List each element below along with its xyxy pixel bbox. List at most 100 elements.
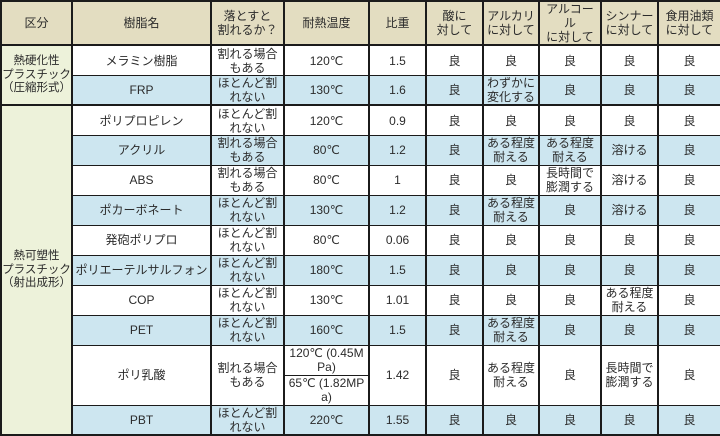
cell-specific-gravity: 1.6 bbox=[368, 74, 427, 106]
cell-resin-name: ポリ乳酸 bbox=[71, 344, 212, 406]
table-row: 熱可塑性 プラスチック （射出成形） ポリプロピレン ほとんど割れない 120℃ 0.9… bbox=[0, 104, 720, 436]
table-row: ABS 割れる場合もある 80℃ 1 良良長時間で膨潤する 溶ける良 bbox=[1, 164, 720, 196]
cell-heat-temp-upper: 120℃ (0.45MPa) bbox=[283, 344, 370, 376]
cell-alcohol-resistance: 良 bbox=[538, 74, 602, 106]
cell-thinner-resistance: 良 bbox=[600, 44, 659, 76]
cell-acid-resistance: 良 bbox=[425, 284, 484, 316]
cell-resin-name: アクリル bbox=[71, 134, 212, 166]
cell-resin-name: ポリエーテルサルフォン bbox=[71, 254, 212, 286]
cell-thinner-resistance: 良 bbox=[600, 74, 659, 106]
cell-resin-name: ポリプロピレン bbox=[71, 104, 212, 136]
cell-specific-gravity: 1.01 bbox=[368, 284, 427, 316]
cell-cooking-oil-resistance: 良 bbox=[657, 134, 720, 166]
table-row: ポリエーテルサルフォン ほとんど割れない 180℃ 1.5 良良良良良 bbox=[1, 254, 720, 286]
cell-thinner-resistance: 良 bbox=[600, 314, 659, 346]
cell-heat-temp: 130℃ bbox=[283, 74, 370, 106]
table-row: 発砲ポリプロ ほとんど割れない 80℃ 0.06 良良良良良 bbox=[1, 224, 720, 256]
cell-cooking-oil-resistance: 良 bbox=[657, 224, 720, 256]
cell-alkali-resistance: 良 bbox=[482, 404, 540, 436]
cell-alkali-resistance: 良 bbox=[482, 284, 540, 316]
cell-resin-name: メラミン樹脂 bbox=[71, 44, 212, 76]
cell-cooking-oil-resistance: 良 bbox=[657, 314, 720, 346]
cell-alkali-resistance: 良 bbox=[482, 104, 540, 136]
cell-specific-gravity: 1.5 bbox=[368, 44, 427, 76]
cell-specific-gravity: 1.2 bbox=[368, 134, 427, 166]
cell-acid-resistance: 良 bbox=[425, 314, 484, 346]
cell-alcohol-resistance: 良 bbox=[538, 314, 602, 346]
cell-heat-temp: 120℃ bbox=[283, 44, 370, 76]
cell-cooking-oil-resistance: 良 bbox=[657, 44, 720, 76]
cell-alkali-resistance: わずかに変化する bbox=[482, 74, 540, 106]
cell-resin-name: PBT bbox=[71, 404, 212, 436]
cell-alkali-resistance: 良 bbox=[482, 224, 540, 256]
cell-drop-breakage: 割れる場合もある bbox=[210, 344, 285, 406]
cell-resin-name: ABS bbox=[71, 164, 212, 196]
cell-heat-temp: 130℃ bbox=[283, 284, 370, 316]
cell-resin-name: PET bbox=[71, 314, 212, 346]
col-header-alkali: アルカリ に対して bbox=[482, 0, 540, 47]
table-row: COP ほとんど割れない 130℃ 1.01 良良良ある程度耐える良 bbox=[1, 284, 720, 316]
cell-resin-name: ポカーボネート bbox=[71, 194, 212, 226]
cell-cooking-oil-resistance: 良 bbox=[657, 284, 720, 316]
cell-specific-gravity: 1 bbox=[368, 164, 427, 196]
cell-specific-gravity: 1.55 bbox=[368, 404, 427, 436]
cell-acid-resistance: 良 bbox=[425, 44, 484, 76]
header-row: 区分 樹脂名 落とすと 割れるか？ 耐熱温度 比重 酸に 対して アルカリ に対… bbox=[0, 0, 720, 47]
table-body: 熱硬化性 プラスチック （圧縮形式） メラミン樹脂 割れる場合もある 120℃ 1.5 良… bbox=[0, 44, 720, 436]
cell-acid-resistance: 良 bbox=[425, 194, 484, 226]
cell-drop-breakage: ほとんど割れない bbox=[210, 224, 285, 256]
col-header-alcohol: アルコール に対して bbox=[538, 0, 602, 47]
col-header-acid: 酸に 対して bbox=[425, 0, 484, 47]
cell-acid-resistance: 良 bbox=[425, 404, 484, 436]
cell-heat-temp: 80℃ bbox=[283, 134, 370, 166]
table-row: アクリル 割れる場合もある 80℃ 1.2 良ある程度耐える ある程度耐える 溶ける良 bbox=[1, 134, 720, 166]
cell-drop-breakage: ほとんど割れない bbox=[210, 284, 285, 316]
cell-alkali-resistance: 良 bbox=[482, 44, 540, 76]
cell-specific-gravity: 1.42 bbox=[368, 344, 427, 406]
cell-alcohol-resistance: 良 bbox=[538, 344, 602, 406]
cell-alkali-resistance: 良 bbox=[482, 164, 540, 196]
cell-heat-temp: 80℃ bbox=[283, 224, 370, 256]
cell-acid-resistance: 良 bbox=[425, 164, 484, 196]
cell-heat-temp: 130℃ bbox=[283, 194, 370, 226]
cell-alcohol-resistance: 良 bbox=[538, 284, 602, 316]
cell-category: 熱可塑性 プラスチック （射出成形） bbox=[0, 104, 73, 436]
cell-alcohol-resistance: 良 bbox=[538, 104, 602, 136]
cell-cooking-oil-resistance: 良 bbox=[657, 194, 720, 226]
cell-heat-temp: 180℃ bbox=[283, 254, 370, 286]
cell-specific-gravity: 1.5 bbox=[368, 314, 427, 346]
cell-acid-resistance: 良 bbox=[425, 104, 484, 136]
cell-resin-name: FRP bbox=[71, 74, 212, 106]
cell-alkali-resistance: 良 bbox=[482, 254, 540, 286]
cell-drop-breakage: ほとんど割れない bbox=[210, 74, 285, 106]
cell-thinner-resistance: 良 bbox=[600, 104, 659, 136]
cell-acid-resistance: 良 bbox=[425, 344, 484, 406]
col-header-cooking-oil: 食用油類 に対して bbox=[657, 0, 720, 47]
table-row: FRP ほとんど割れない 130℃ 1.6 良わずかに変化する良良良 bbox=[1, 74, 720, 106]
cell-cooking-oil-resistance: 良 bbox=[657, 104, 720, 136]
cell-alkali-resistance: ある程度耐える bbox=[482, 134, 540, 166]
col-header-category: 区分 bbox=[0, 0, 73, 47]
cell-heat-temp: 160℃ bbox=[283, 314, 370, 346]
cell-heat-temp-lower: 65℃ (1.82MPa) bbox=[283, 374, 370, 406]
table-row: 熱硬化性 プラスチック （圧縮形式） メラミン樹脂 割れる場合もある 120℃ 1.5 良… bbox=[0, 44, 720, 106]
cell-alkali-resistance: ある程度耐える bbox=[482, 314, 540, 346]
cell-cooking-oil-resistance: 良 bbox=[657, 344, 720, 406]
cell-thinner-resistance: 溶ける bbox=[600, 164, 659, 196]
cell-drop-breakage: ほとんど割れない bbox=[210, 254, 285, 286]
cell-cooking-oil-resistance: 良 bbox=[657, 164, 720, 196]
cell-specific-gravity: 0.06 bbox=[368, 224, 427, 256]
cell-alcohol-resistance: 良 bbox=[538, 224, 602, 256]
cell-acid-resistance: 良 bbox=[425, 134, 484, 166]
cell-acid-resistance: 良 bbox=[425, 74, 484, 106]
cell-thinner-resistance: 良 bbox=[600, 254, 659, 286]
table-row: PET ほとんど割れない 160℃ 1.5 良ある程度耐える良良良 bbox=[1, 314, 720, 346]
cell-alcohol-resistance: 良 bbox=[538, 44, 602, 76]
cell-alcohol-resistance: 良 bbox=[538, 404, 602, 436]
cell-specific-gravity: 0.9 bbox=[368, 104, 427, 136]
cell-drop-breakage: 割れる場合もある bbox=[210, 134, 285, 166]
cell-cooking-oil-resistance: 良 bbox=[657, 254, 720, 286]
cell-drop-breakage: 割れる場合もある bbox=[210, 164, 285, 196]
col-header-resin-name: 樹脂名 bbox=[71, 0, 212, 47]
